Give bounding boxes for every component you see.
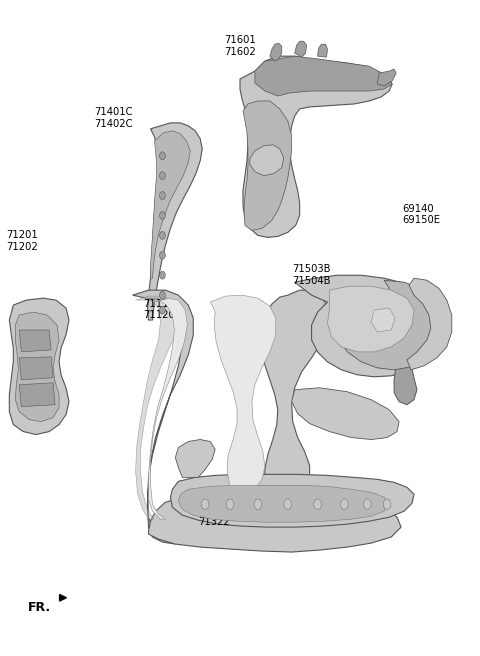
Circle shape xyxy=(384,499,391,510)
Polygon shape xyxy=(147,123,202,320)
Circle shape xyxy=(341,499,348,510)
Text: 71201
71202: 71201 71202 xyxy=(6,230,38,252)
Polygon shape xyxy=(136,296,180,519)
Polygon shape xyxy=(15,312,59,422)
Polygon shape xyxy=(179,485,389,522)
Text: 71312
71322: 71312 71322 xyxy=(198,506,229,527)
Circle shape xyxy=(159,232,165,239)
Circle shape xyxy=(226,499,234,510)
Circle shape xyxy=(159,211,165,219)
Polygon shape xyxy=(327,286,414,352)
Text: 69140
69150E: 69140 69150E xyxy=(402,204,440,226)
Circle shape xyxy=(202,499,209,510)
Circle shape xyxy=(284,499,291,510)
Polygon shape xyxy=(240,56,392,237)
Polygon shape xyxy=(210,295,276,495)
Polygon shape xyxy=(132,290,193,544)
Polygon shape xyxy=(19,357,53,380)
Polygon shape xyxy=(255,56,392,96)
Polygon shape xyxy=(407,278,452,370)
Circle shape xyxy=(159,306,165,314)
Text: 71401C
71402C: 71401C 71402C xyxy=(95,107,133,129)
Polygon shape xyxy=(339,280,449,370)
Polygon shape xyxy=(148,494,401,552)
Text: 71110
71120: 71110 71120 xyxy=(144,298,175,320)
Text: 71503B
71504B: 71503B 71504B xyxy=(292,264,331,285)
Circle shape xyxy=(159,152,165,159)
Polygon shape xyxy=(9,298,69,434)
Polygon shape xyxy=(148,298,187,519)
Polygon shape xyxy=(262,290,327,503)
Polygon shape xyxy=(371,308,395,332)
Polygon shape xyxy=(19,330,51,352)
Polygon shape xyxy=(151,131,190,278)
Polygon shape xyxy=(377,69,396,86)
Polygon shape xyxy=(292,388,399,440)
Circle shape xyxy=(159,291,165,299)
Circle shape xyxy=(159,272,165,279)
Polygon shape xyxy=(295,41,307,57)
Polygon shape xyxy=(19,382,55,407)
Polygon shape xyxy=(394,305,421,405)
Polygon shape xyxy=(170,474,414,527)
Circle shape xyxy=(314,499,322,510)
Circle shape xyxy=(159,172,165,180)
Circle shape xyxy=(363,499,371,510)
Circle shape xyxy=(159,192,165,199)
Circle shape xyxy=(159,251,165,259)
Polygon shape xyxy=(250,145,284,176)
Polygon shape xyxy=(175,440,215,478)
Polygon shape xyxy=(318,44,327,57)
Polygon shape xyxy=(295,276,449,377)
Circle shape xyxy=(254,499,262,510)
Polygon shape xyxy=(243,101,292,230)
Polygon shape xyxy=(270,43,282,61)
Text: 71601
71602: 71601 71602 xyxy=(224,35,256,57)
Text: FR.: FR. xyxy=(28,601,51,614)
